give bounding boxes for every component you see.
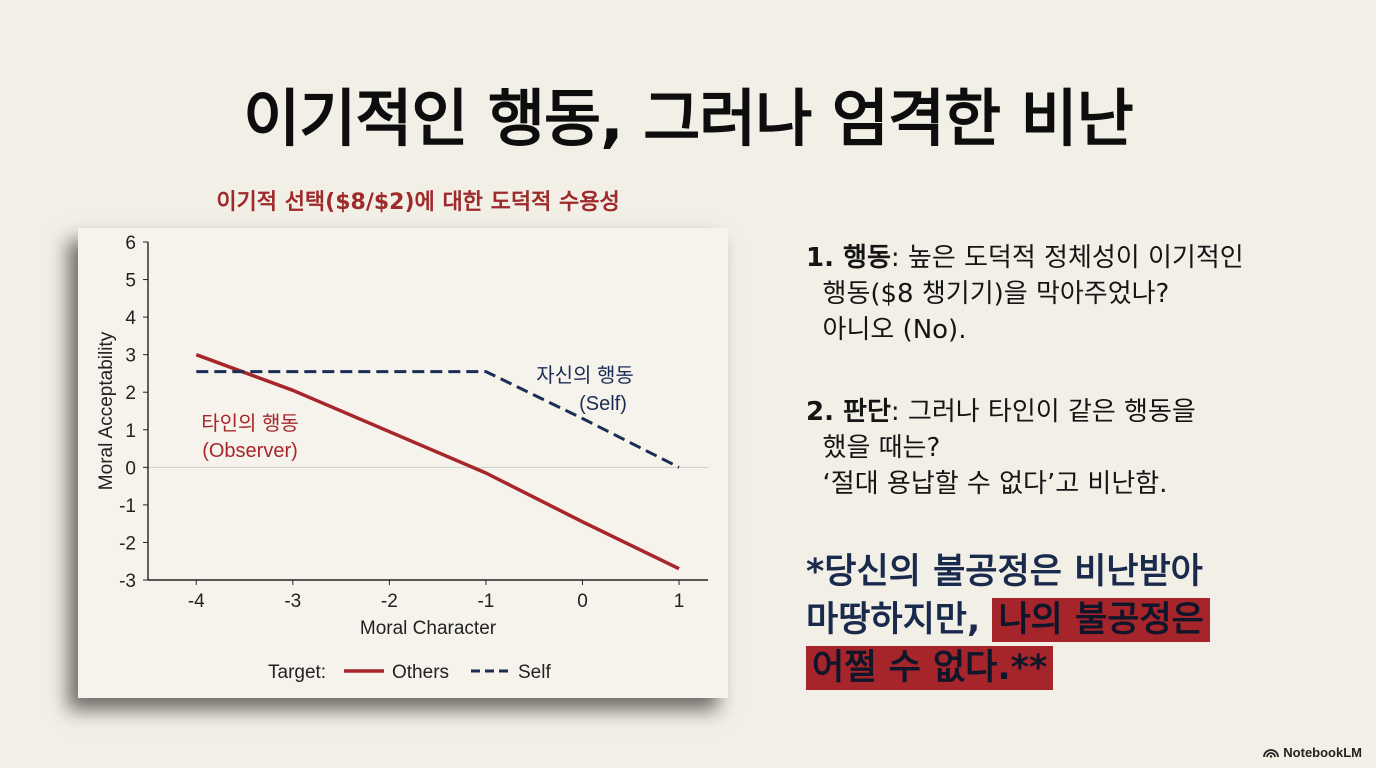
legend-title: Target: bbox=[268, 662, 326, 683]
x-tick-label: -1 bbox=[477, 591, 494, 612]
chart-legend: Target: Others Self bbox=[268, 662, 551, 683]
series-line-others bbox=[195, 353, 680, 571]
brand-watermark: NotebookLM bbox=[1263, 745, 1362, 760]
notebooklm-logo-icon bbox=[1263, 749, 1280, 758]
line-chart: 6 5 4 3 2 1 0 -1 -2 -3 -4 -3 -2 -1 0 1 Moral Acceptabil… bbox=[96, 233, 708, 683]
brand-name: NotebookLM bbox=[1283, 745, 1362, 760]
point-judgment: 2. 판단: 그러나 타인이 같은 행동을 했을 때는? ‘절대 용납할 수 없… bbox=[806, 394, 1196, 502]
legend-self-label: Self bbox=[518, 662, 551, 683]
point-judgment-text: : 그러나 타인이 같은 행동을 했을 때는? ‘절대 용납할 수 없다’고 비… bbox=[822, 397, 1196, 499]
emphasis-highlight-1: 나의 불공정은 bbox=[992, 598, 1210, 642]
y-tick-label: 4 bbox=[125, 308, 136, 329]
x-axis-label: Moral Character bbox=[360, 618, 497, 639]
slide-title: 이기적인 행동, 그러나 엄격한 비난 bbox=[243, 82, 1133, 155]
chart-series bbox=[195, 353, 680, 571]
self-annotation-line1: 자신의 행동 bbox=[536, 364, 634, 387]
chart-annotations: 타인의 행동 (Observer) 자신의 행동 (Self) bbox=[201, 364, 634, 462]
y-tick-label: 5 bbox=[125, 271, 136, 292]
x-tick-label: -4 bbox=[188, 591, 205, 612]
legend-others-label: Others bbox=[392, 662, 449, 683]
x-tick-label: 1 bbox=[674, 591, 685, 612]
y-tick-label: 2 bbox=[125, 383, 136, 404]
emphasis-statement: *당신의 불공정은 비난받아 마땅하지만, 나의 불공정은 어쩔 수 없다.** bbox=[806, 548, 1210, 692]
chart-axes bbox=[147, 242, 708, 581]
point-behavior: 1. 행동: 높은 도덕적 정체성이 이기적인 행동($8 챙기기)을 막아주었… bbox=[806, 240, 1244, 348]
y-tick-label: -2 bbox=[119, 533, 136, 554]
series-line-self bbox=[196, 370, 680, 469]
y-tick-label: 1 bbox=[125, 421, 136, 442]
x-tick-label: -2 bbox=[381, 591, 398, 612]
y-tick-label: 3 bbox=[125, 346, 136, 367]
emphasis-text: *당신의 불공정은 비난받아 마땅하지만, bbox=[806, 552, 1203, 640]
emphasis-highlight-2: 어쩔 수 없다.** bbox=[806, 646, 1054, 690]
x-tick-label: 0 bbox=[577, 591, 588, 612]
x-tick-label: -3 bbox=[284, 591, 301, 612]
others-annotation-line1: 타인의 행동 bbox=[201, 412, 299, 435]
y-tick-label: -1 bbox=[119, 496, 136, 517]
y-tick-label: 6 bbox=[125, 233, 136, 254]
chart-title: 이기적 선택($8/$2)에 대한 도덕적 수용성 bbox=[216, 190, 620, 215]
point-behavior-text: : 높은 도덕적 정체성이 이기적인 행동($8 챙기기)을 막아주었나? 아니… bbox=[822, 243, 1244, 345]
y-tick-label: -3 bbox=[119, 571, 136, 592]
chart-ticks: 6 5 4 3 2 1 0 -1 -2 -3 -4 -3 -2 -1 0 1 bbox=[119, 233, 684, 612]
chart-card: 6 5 4 3 2 1 0 -1 -2 -3 -4 -3 -2 -1 0 1 Moral Acceptabil… bbox=[78, 228, 728, 698]
others-annotation-line2: (Observer) bbox=[202, 440, 298, 462]
point-behavior-heading: 1. 행동 bbox=[806, 243, 891, 273]
point-judgment-heading: 2. 판단 bbox=[806, 397, 891, 427]
y-axis-label: Moral Acceptability bbox=[96, 331, 117, 490]
y-tick-label: 0 bbox=[125, 458, 136, 479]
self-annotation-line2: (Self) bbox=[579, 393, 627, 415]
